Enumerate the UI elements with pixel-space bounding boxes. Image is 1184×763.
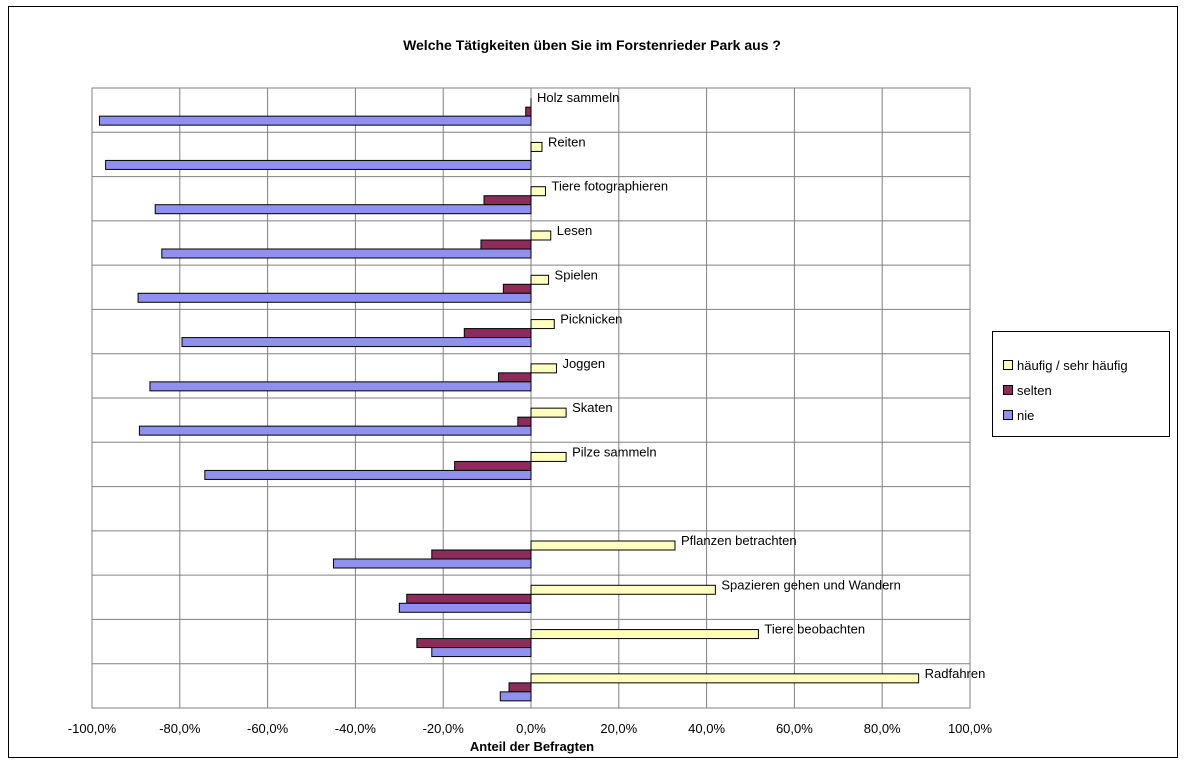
bar [138,425,532,436]
category-label: Tiere fotographieren [551,179,668,194]
bar [431,549,532,560]
bar [530,407,567,418]
bar [530,363,557,374]
bar [161,248,532,259]
bar [530,584,716,595]
bar [454,460,532,471]
bar [530,319,555,330]
bar [530,230,552,241]
bar [483,195,532,206]
category-label: Spielen [555,267,598,282]
bar [98,115,532,126]
category-label: Pilze sammeln [572,444,657,459]
bar [398,602,532,613]
x-tick-label: 0,0% [516,721,546,736]
bar [530,186,546,197]
category-labels: Holz sammeln Reiten Tiere fotographieren Le… [537,90,985,681]
legend-label: selten [1017,382,1052,398]
category-label: Picknicken [560,312,622,327]
bar [530,673,920,684]
category-label: Spazieren gehen und Wandern [721,577,900,592]
bar [508,682,532,693]
category-label: Lesen [557,223,592,238]
legend-item: häufig / sehr häufig [1003,357,1128,373]
x-tick-label: 60,0% [776,721,813,736]
bar [154,204,532,215]
x-tick-label: 100,0% [948,721,993,736]
legend-swatch [1003,385,1013,395]
x-axis-label: Anteil der Befragten [470,739,594,754]
bar [181,337,532,348]
bar [332,558,532,569]
bar [431,647,532,658]
x-tick-label: -20,0% [423,721,465,736]
bar [480,239,532,250]
bar [525,106,532,117]
legend-swatch [1003,360,1013,370]
x-tick-label: -60,0% [247,721,289,736]
legend: häufig / sehr häufig selten nie [992,331,1170,437]
bar [105,159,532,170]
bar [499,691,532,702]
category-label: Skaten [572,400,612,415]
bar [530,141,543,152]
bar [517,416,532,427]
legend-label: nie [1017,407,1035,423]
gridlines [92,88,970,708]
legend-item: selten [1003,382,1052,398]
x-tick-label: -40,0% [335,721,377,736]
legend-item: nie [1003,407,1034,423]
chart-title: Welche Tätigkeiten üben Sie im Forstenri… [403,37,781,53]
category-label: Holz sammeln [537,90,619,105]
x-tick-label: 80,0% [864,721,901,736]
bar [498,372,532,383]
legend-swatch [1003,410,1013,420]
bar [406,593,532,604]
bars [98,98,920,702]
bar [416,638,532,649]
legend-label: häufig / sehr häufig [1017,357,1128,373]
bar [530,451,567,462]
category-label: Joggen [562,356,605,371]
bar [463,328,532,339]
x-tick-label: 40,0% [688,721,725,736]
bar [204,469,532,480]
category-label: Reiten [548,134,586,149]
category-label: Radfahren [925,666,986,681]
bar [530,629,759,640]
x-tick-labels: -100,0% -80,0% -60,0% -40,0% -20,0% 0,0% 20,0%… [68,721,993,736]
bar [530,274,550,285]
bar [137,292,532,303]
bar [149,381,532,392]
x-tick-label: -80,0% [159,721,201,736]
bar [502,283,532,294]
category-label: Tiere beobachten [764,622,865,637]
bar [530,540,676,551]
x-tick-label: 20,0% [600,721,637,736]
category-label: Pflanzen betrachten [681,533,797,548]
x-tick-label: -100,0% [68,721,117,736]
